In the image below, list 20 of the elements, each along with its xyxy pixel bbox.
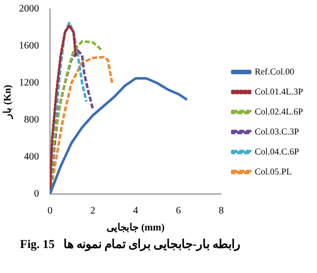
y-tick-label: 2000	[19, 4, 39, 15]
legend-label: Ref.Col.00	[254, 66, 295, 76]
legend-label: Col.05.PL	[254, 166, 292, 176]
caption: Fig. 15 رابطه بار-جابجایی برای تمام نمونه ها	[19, 236, 242, 252]
x-tick-label: 6	[176, 206, 181, 217]
legend-label: Col.03.C.3P	[254, 126, 300, 136]
legend-label: Col.02.4L.6P	[254, 106, 304, 116]
y-tick-label: 1200	[19, 78, 39, 89]
y-tick-label: 800	[24, 114, 39, 126]
y-axis-title: بار (Kn)	[2, 84, 14, 120]
x-tick-label: 8	[218, 206, 224, 217]
x-tick-label: 0	[48, 206, 52, 217]
y-tick-label: 0	[34, 188, 39, 200]
x-tick-label: 2	[90, 206, 96, 217]
y-tick-label: 400	[24, 152, 39, 163]
x-tick-label: 4	[133, 206, 138, 217]
x-axis-title: جابجایی (mm)	[106, 222, 165, 234]
y-tick-label: 1600	[19, 40, 39, 52]
legend-label: Col.01.4L.3P	[254, 86, 304, 96]
legend-label: Col.04.C.6P	[254, 146, 300, 156]
